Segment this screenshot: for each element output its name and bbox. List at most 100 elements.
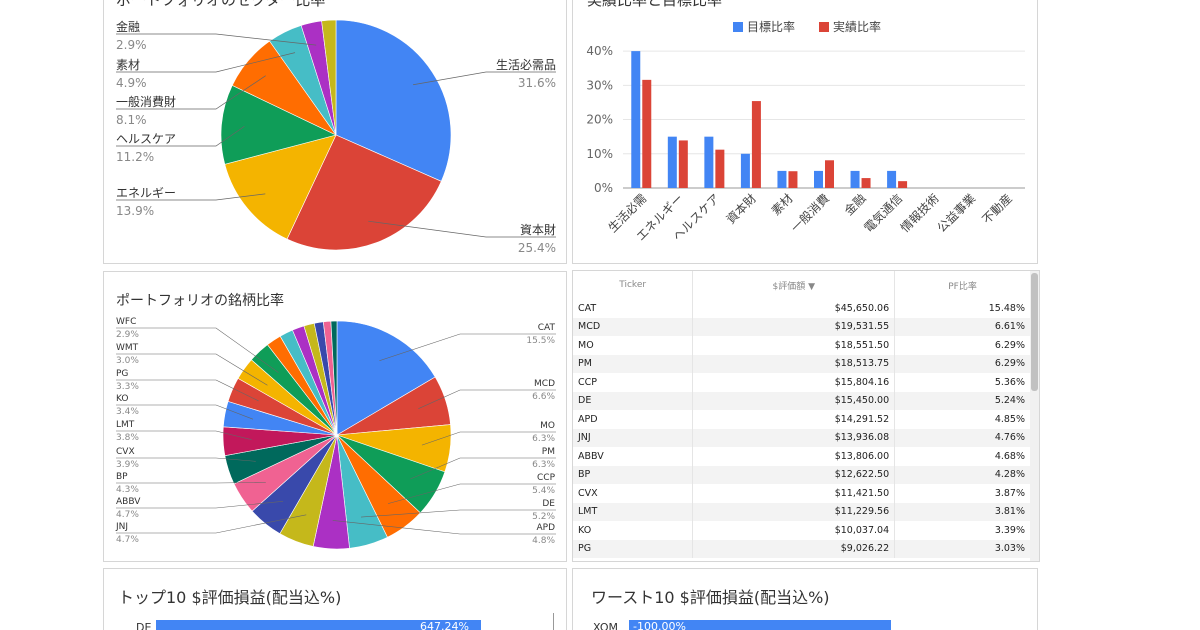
sector-pct: 8.1% <box>116 113 147 127</box>
bar-target-金融[interactable] <box>850 170 860 188</box>
table-row[interactable]: CAT $45,650.06 15.48% <box>573 299 1031 318</box>
sector-label: ヘルスケア <box>116 132 176 146</box>
ticker-label: CVX <box>116 447 135 457</box>
table-scrollbar[interactable] <box>1030 271 1039 561</box>
ticker-label: KO <box>116 394 129 404</box>
ticker-leader-line <box>116 457 256 462</box>
sector-slice-資本財[interactable] <box>286 134 442 251</box>
table-row[interactable]: DE $15,450.00 5.24% <box>573 391 1031 410</box>
sector-slice-生活必需品[interactable] <box>335 19 452 182</box>
bar-actual-ヘルスケア[interactable] <box>715 149 725 188</box>
ticker-pct: 6.6% <box>532 392 555 402</box>
table-row[interactable]: APD $14,291.52 4.85% <box>573 410 1031 429</box>
header-value[interactable]: $評価額 ▼ <box>692 271 896 299</box>
bar-target-エネルギー[interactable] <box>667 136 677 188</box>
cell-ticker: CCP <box>573 373 694 392</box>
bar-target-資本財[interactable] <box>740 153 750 188</box>
cell-value: $15,804.16 <box>692 373 896 392</box>
table-row[interactable]: MCD $19,531.55 6.61% <box>573 317 1031 336</box>
bar-ytick: 40% <box>586 44 613 58</box>
cell-ticker: MCD <box>573 317 694 336</box>
cell-pf-ratio: 6.61% <box>894 317 1031 336</box>
ticker-label: LMT <box>116 420 135 430</box>
bar-xtick: 資本財 <box>723 191 759 227</box>
sector-slice-other-7[interactable] <box>321 19 337 136</box>
ticker-pct: 4.8% <box>532 536 555 546</box>
sector-leader-line <box>368 220 556 238</box>
cell-pf-ratio: 6.29% <box>894 336 1031 355</box>
table-row[interactable]: BP $12,622.50 4.28% <box>573 465 1031 484</box>
table-row[interactable]: ABBV $13,806.00 4.68% <box>573 447 1031 466</box>
bar-actual-電気通信[interactable] <box>898 181 908 188</box>
ticker-label: MO <box>540 421 555 431</box>
cell-ticker: MO <box>573 336 694 355</box>
ticker-slice-CAT[interactable] <box>336 320 436 436</box>
worst10-panel: ワースト10 $評価損益(配当込%) XOM -100.00% <box>572 568 1038 630</box>
ticker-pct: 5.4% <box>532 486 555 496</box>
cell-ticker: CVX <box>573 484 694 503</box>
bar-actual-素材[interactable] <box>788 171 798 188</box>
scrollbar-thumb[interactable] <box>1031 273 1038 391</box>
table-row[interactable]: PG $9,026.22 3.03% <box>573 539 1031 558</box>
ticker-label: JNJ <box>115 522 128 532</box>
sector-leader-line <box>116 193 266 201</box>
bar-actual-資本財[interactable] <box>751 101 761 188</box>
bar-actual-生活必需[interactable] <box>642 79 652 188</box>
bar-target-素材[interactable] <box>777 170 787 188</box>
cell-pf-ratio: 3.39% <box>894 521 1031 540</box>
table-row[interactable]: KO $10,037.04 3.39% <box>573 521 1031 540</box>
bar-xtick: 情報技術 <box>898 191 942 235</box>
worst10-first-bar <box>629 620 891 630</box>
ticker-leader-line <box>379 333 556 362</box>
cell-value: $18,551.50 <box>692 336 896 355</box>
bar-actual-エネルギー[interactable] <box>678 140 688 188</box>
sector-leader-line <box>412 71 556 86</box>
cell-pf-ratio: 3.87% <box>894 484 1031 503</box>
ticker-leader-line <box>116 404 254 420</box>
header-pf-ratio[interactable]: PF比率 <box>894 271 1031 299</box>
holdings-table: Ticker $評価額 ▼ PF比率 CAT $45,650.06 15.48% MC… <box>572 270 1040 562</box>
bar-target-一般消費[interactable] <box>814 170 823 188</box>
ticker-slice-other-22[interactable] <box>330 320 338 436</box>
table-row[interactable]: CVX $11,421.50 3.87% <box>573 484 1031 503</box>
ticker-label: BP <box>116 472 128 482</box>
cell-pf-ratio: 3.03% <box>894 539 1031 558</box>
cell-pf-ratio: 15.48% <box>894 299 1031 318</box>
ticker-leader-line <box>421 431 556 446</box>
ticker-leader-line <box>332 520 556 535</box>
sector-slice-エネルギー[interactable] <box>224 134 337 240</box>
ticker-label: DE <box>542 499 555 509</box>
cell-pf-ratio: 6.29% <box>894 354 1031 373</box>
cell-value: $15,450.00 <box>692 391 896 410</box>
bar-actual-金融[interactable] <box>861 178 871 188</box>
cell-ticker: APD <box>573 410 694 429</box>
cell-value: $9,026.22 <box>692 539 896 558</box>
table-row[interactable]: LMT $11,229.56 3.81% <box>573 502 1031 521</box>
bar-target-電気通信[interactable] <box>887 170 897 188</box>
ticker-pct: 4.7% <box>116 510 139 520</box>
cell-pf-ratio: 4.76% <box>894 428 1031 447</box>
cell-ticker: KO <box>573 521 694 540</box>
bar-target-生活必需[interactable] <box>631 51 641 188</box>
cell-value: $13,806.00 <box>692 447 896 466</box>
top10-axis <box>553 613 554 630</box>
header-ticker[interactable]: Ticker <box>573 271 694 299</box>
ticker-leader-line <box>116 482 266 484</box>
worst10-title: ワースト10 $評価損益(配当込%) <box>591 588 830 607</box>
table-row[interactable]: JNJ $13,936.08 4.76% <box>573 428 1031 447</box>
ticker-pct: 3.3% <box>116 382 139 392</box>
bar-ytick: 0% <box>594 181 613 195</box>
cell-value: $14,291.52 <box>692 410 896 429</box>
table-row[interactable]: MO $18,551.50 6.29% <box>573 336 1031 355</box>
ticker-pct: 15.5% <box>526 336 555 346</box>
bar-target-ヘルスケア[interactable] <box>704 136 714 188</box>
bar-ytick: 30% <box>586 78 613 92</box>
sector-pct: 2.9% <box>116 38 147 52</box>
table-row[interactable]: CCP $15,804.16 5.36% <box>573 373 1031 392</box>
sector-label: 素材 <box>116 58 140 72</box>
cell-pf-ratio: 5.24% <box>894 391 1031 410</box>
bar-actual-一般消費[interactable] <box>825 160 834 188</box>
sector-slice-ヘルスケア[interactable] <box>220 84 337 165</box>
bar-ytick: 10% <box>586 147 613 161</box>
table-row[interactable]: PM $18,513.75 6.29% <box>573 354 1031 373</box>
